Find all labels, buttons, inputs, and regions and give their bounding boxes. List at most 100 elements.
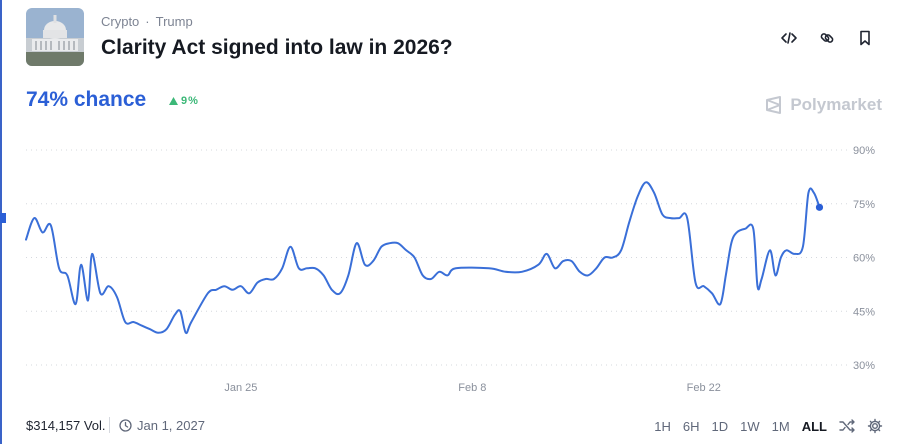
chart-data-point: [406, 250, 407, 251]
breadcrumb-separator: ·: [145, 14, 150, 29]
chart-data-point: [736, 232, 737, 233]
chart-data-point: [290, 246, 291, 247]
chart-data-point: [645, 182, 646, 183]
chart-data-point: [364, 264, 365, 265]
chance-value: 74% chance: [26, 88, 147, 111]
chart-data-point: [116, 296, 117, 297]
range-1d-button[interactable]: 1D: [711, 418, 729, 434]
code-embed-icon: [781, 32, 797, 44]
chart-data-point: [678, 217, 679, 218]
range-all-button[interactable]: ALL: [801, 418, 827, 434]
triangle-up-icon: [169, 97, 178, 105]
chart-data-point: [786, 250, 787, 251]
chart-data-point: [563, 260, 564, 261]
chart-data-point: [67, 275, 68, 276]
chart-settings-button[interactable]: [867, 418, 883, 434]
breadcrumb-item-crypto[interactable]: Crypto: [101, 14, 140, 29]
chart-data-point: [249, 293, 250, 294]
end-date-label: Jan 1, 2027: [119, 418, 205, 433]
y-tick-label: 45%: [853, 306, 875, 318]
chart-data-point: [775, 275, 776, 276]
chart-current-point: [815, 203, 824, 211]
chart-data-point: [808, 192, 809, 193]
chart-data-point: [381, 246, 382, 247]
shuffle-button[interactable]: [839, 418, 855, 434]
brand-name: Polymarket: [790, 95, 882, 114]
chart-data-point: [654, 192, 655, 193]
chart-data-point: [546, 253, 547, 254]
chart-data-point: [813, 192, 814, 193]
chart-data-point: [761, 278, 762, 279]
chart-data-point: [439, 271, 440, 272]
range-6h-button[interactable]: 6H: [682, 418, 700, 434]
chart-data-point: [166, 329, 167, 330]
footer-divider: [109, 417, 110, 433]
chance-change-value: 9%: [181, 95, 199, 107]
volume-label: $314,157 Vol.: [26, 418, 106, 433]
chart-data-point: [769, 250, 770, 251]
chart-data-point: [538, 264, 539, 265]
chart-data-point: [125, 321, 126, 322]
chart-data-point: [331, 289, 332, 290]
chart-data-point: [141, 325, 142, 326]
y-tick-label: 90%: [853, 145, 875, 157]
chart-data-point: [604, 257, 605, 258]
polymarket-logo-icon: [766, 96, 782, 114]
chart-data-point: [703, 286, 704, 287]
bookmark-icon: [860, 30, 870, 46]
shuffle-icon: [839, 419, 855, 433]
range-1m-button[interactable]: 1M: [771, 418, 790, 434]
chart-data-point: [488, 268, 489, 269]
clock-icon: [119, 419, 132, 432]
y-tick-label: 60%: [853, 253, 875, 265]
chart-data-point: [149, 329, 150, 330]
embed-button[interactable]: [779, 28, 799, 48]
chart-data-point: [50, 225, 51, 226]
chart-data-point: [720, 303, 721, 304]
chart-data-point: [25, 239, 26, 240]
window-edge-marker: [0, 213, 6, 223]
chart-data-point: [58, 268, 59, 269]
chart-data-point: [306, 268, 307, 269]
chart-data-point: [579, 271, 580, 272]
chart-data-point: [81, 264, 82, 265]
chart-data-point: [414, 257, 415, 258]
chart-data-point: [232, 289, 233, 290]
chart-data-point: [174, 314, 175, 315]
chart-data-point: [621, 250, 622, 251]
chart-data-point: [430, 278, 431, 279]
copy-link-button[interactable]: [817, 28, 837, 48]
chart-data-point: [455, 268, 456, 269]
breadcrumb-item-trump[interactable]: Trump: [155, 14, 193, 29]
chart-data-point: [339, 293, 340, 294]
chart-data-point: [447, 275, 448, 276]
chart-data-point: [757, 286, 758, 287]
header-actions: [779, 28, 875, 48]
chart-data-point: [207, 293, 208, 294]
chart-data-point: [240, 286, 241, 287]
chart-data-point: [315, 268, 316, 269]
time-range-selector: 1H 6H 1D 1W 1M ALL: [654, 418, 883, 434]
x-tick-label: Jan 25: [224, 382, 257, 394]
chart-data-point: [505, 271, 506, 272]
range-1w-button[interactable]: 1W: [740, 418, 760, 434]
chance-change-badge: 9%: [169, 95, 199, 107]
brand-watermark: Polymarket: [764, 95, 882, 115]
range-1h-button[interactable]: 1H: [654, 418, 671, 434]
chart-data-point: [298, 268, 299, 269]
chart-data-point: [731, 243, 732, 244]
bookmark-button[interactable]: [855, 28, 875, 48]
chart-data-point: [794, 253, 795, 254]
chart-data-point: [348, 275, 349, 276]
page-title: Clarity Act signed into law in 2026?: [101, 36, 453, 59]
chart-data-point: [216, 289, 217, 290]
chart-data-point: [257, 282, 258, 283]
chart-data-point: [92, 253, 93, 254]
link-icon: [820, 33, 834, 43]
chart-data-point: [282, 268, 283, 269]
chart-data-point: [744, 228, 745, 229]
price-chart: 90% 75% 60% 45% 30% Jan 25 Feb 8 Feb 22: [25, 145, 875, 394]
breadcrumb: Crypto · Trump: [101, 14, 193, 29]
chart-data-point: [780, 257, 781, 258]
chart-data-point: [695, 282, 696, 283]
